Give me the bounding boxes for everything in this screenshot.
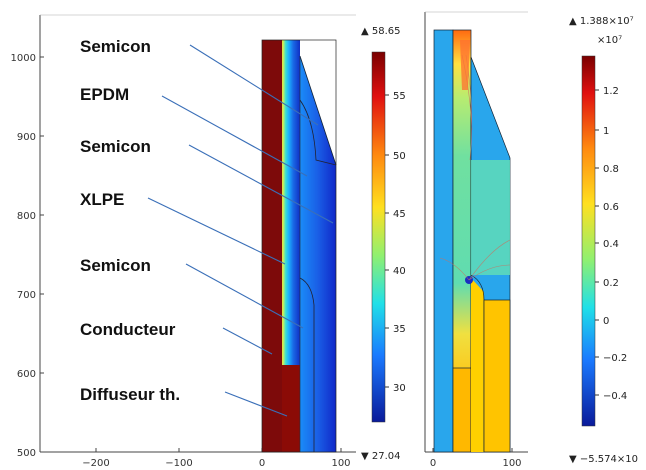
leader-line-semicon-2 xyxy=(188,144,334,224)
colorbar-tick: 0.2 xyxy=(603,278,619,289)
y-tick-label: 500 xyxy=(17,448,36,459)
colorbar-tick: 0.6 xyxy=(603,202,619,213)
leader-line-epdm xyxy=(161,95,308,177)
field-lower-block xyxy=(452,367,472,453)
y-tick-label: 900 xyxy=(17,132,36,143)
colorbar-tick: 35 xyxy=(393,324,406,335)
label-semicon-outer: Semicon xyxy=(80,37,151,56)
field-conductor-region xyxy=(433,29,454,453)
x-tick-label: −100 xyxy=(165,458,192,469)
layer-labels: Semicon EPDM Semicon XLPE Semicon Conduc… xyxy=(80,37,180,404)
colorbar-tick: −0.4 xyxy=(603,391,627,402)
stress-cone-contour xyxy=(299,277,315,452)
label-conducteur: Conducteur xyxy=(80,320,176,339)
field-mid-green xyxy=(471,160,510,275)
colorbar-tick: 50 xyxy=(393,151,406,162)
colorbar-max-label: ▲ 58.65 xyxy=(361,26,401,37)
colorbar-tick: 40 xyxy=(393,266,406,277)
semicon-contour xyxy=(299,99,337,166)
leader-line-xlpe xyxy=(147,197,286,265)
thermal-diffuser-region xyxy=(282,365,300,452)
field-colorbar: ▲ 1.388×10⁷ ×10⁷ 1.2 1 0.8 0.6 0.4 0.2 0… xyxy=(569,16,638,465)
cable-outline xyxy=(261,39,337,453)
leader-line-diffuseur xyxy=(224,391,288,417)
colorbar-tick: 1.2 xyxy=(603,86,619,97)
cable-temperature-geometry xyxy=(261,39,337,453)
outer-wedge-region xyxy=(300,56,336,452)
y-tick-label: 1000 xyxy=(11,53,36,64)
y-tick-label: 600 xyxy=(17,369,36,380)
colorbar-tick: −0.2 xyxy=(603,353,627,364)
x-tick-label: 0 xyxy=(430,458,436,469)
left-y-ticks: 1000 900 800 700 600 500 xyxy=(11,53,44,459)
colorbar-tick: 30 xyxy=(393,383,406,394)
colorbar-tick: 55 xyxy=(393,91,406,102)
leader-line-semicon-3 xyxy=(185,263,304,329)
colorbar-min-label: ▼ 27.04 xyxy=(361,451,401,462)
temperature-colorbar: ▲ 58.65 55 50 45 40 35 30 ▼ 27.04 xyxy=(361,26,406,462)
colorbar-tick: 0.8 xyxy=(603,164,619,175)
label-leader-lines xyxy=(147,44,334,417)
x-tick-label: 100 xyxy=(331,458,350,469)
cable-field-geometry xyxy=(433,29,511,453)
label-epdm: EPDM xyxy=(80,85,129,104)
colorbar-min-label: ▼ −5.574×10 xyxy=(569,454,638,465)
label-diffuseur: Diffuseur th. xyxy=(80,385,180,404)
field-colorbar-gradient xyxy=(581,55,596,427)
field-stress-cone xyxy=(471,278,484,452)
colorbar-tick: 45 xyxy=(393,209,406,220)
conductor-region xyxy=(262,40,282,452)
field-lines xyxy=(439,54,511,281)
leader-line-semicon-1 xyxy=(189,44,319,126)
right-field-plot: 0 100 xyxy=(424,11,528,469)
colorbar-exponent-label: ×10⁷ xyxy=(597,35,622,46)
label-semicon-middle: Semicon xyxy=(80,137,151,156)
label-semicon-inner: Semicon xyxy=(80,256,151,275)
field-top-hotspot xyxy=(460,40,470,90)
temperature-colorbar-gradient xyxy=(371,51,386,423)
x-tick-label: 0 xyxy=(259,458,265,469)
x-tick-label: 100 xyxy=(502,458,521,469)
y-tick-label: 700 xyxy=(17,290,36,301)
colorbar-tick: 1 xyxy=(603,126,609,137)
y-tick-label: 800 xyxy=(17,211,36,222)
colorbar-max-label: ▲ 1.388×10⁷ xyxy=(569,16,634,27)
wedge-edge xyxy=(299,55,337,166)
label-xlpe: XLPE xyxy=(80,190,124,209)
colorbar-tick: 0.4 xyxy=(603,239,619,250)
left-temperature-plot: 1000 900 800 700 600 500 −200 −100 0 100 xyxy=(11,14,356,469)
field-orange-strip xyxy=(483,299,511,453)
x-tick-label: −200 xyxy=(82,458,109,469)
colorbar-tick: 0 xyxy=(603,316,609,327)
leader-line-conducteur xyxy=(222,327,273,355)
